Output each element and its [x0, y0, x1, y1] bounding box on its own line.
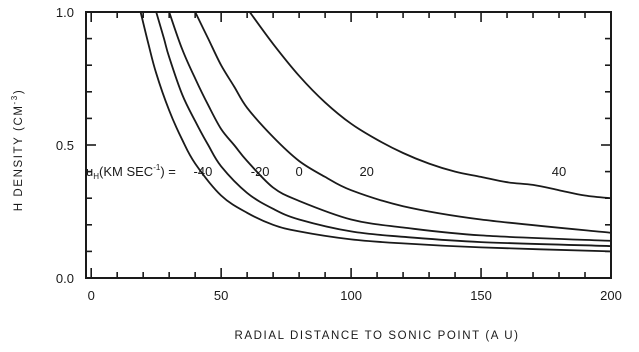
density-curve: [139, 11, 612, 253]
density-curve: [194, 11, 612, 234]
x-tick-label: 50: [214, 288, 228, 303]
y-tick-label: 1.0: [56, 5, 74, 20]
density-curve: [168, 11, 612, 242]
x-tick-label: 0: [88, 288, 95, 303]
y-tick-labels: 0.0 0.5 1.0: [56, 5, 74, 286]
y-axis-title: H DENSITY (CM-3): [10, 89, 25, 212]
series-label: 40: [552, 164, 566, 179]
series-label: 20: [359, 164, 373, 179]
y-tick-label: 0.0: [56, 271, 74, 286]
x-tick-label: 200: [600, 288, 622, 303]
series-label: -40: [194, 164, 213, 179]
density-curve: [155, 11, 612, 247]
x-tick-labels: 0 50 100 150 200: [88, 288, 622, 303]
series-labels: -40 -20 0 20 40: [194, 164, 567, 179]
series-label: 0: [296, 164, 303, 179]
plot-frame: [85, 11, 612, 279]
series-label: -20: [251, 164, 270, 179]
x-axis-title: RADIAL DISTANCE TO SONIC POINT (A U): [234, 330, 519, 342]
x-tick-label: 150: [470, 288, 492, 303]
y-tick-label: 0.5: [56, 138, 74, 153]
param-label: uH(KM SEC-1) =: [86, 163, 176, 181]
density-curve: [248, 11, 612, 200]
x-tick-label: 100: [340, 288, 362, 303]
density-curves: [139, 11, 612, 253]
